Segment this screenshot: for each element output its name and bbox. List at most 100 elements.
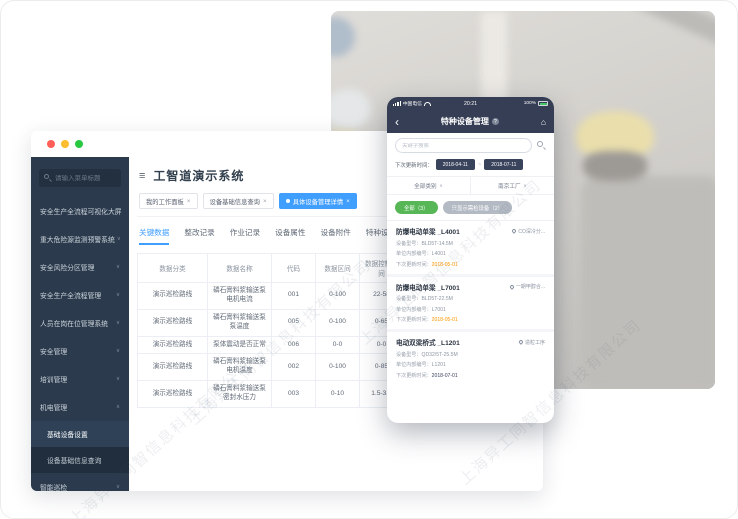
location-pin-icon	[511, 228, 518, 234]
chevron-down-icon: ∨	[115, 348, 120, 354]
sidebar: 安全生产全流程可视化大屏 重大危险源监测预警系统∨ 安全风险分区管理∨ 安全生产…	[31, 157, 129, 491]
key-data-table: 数据分类 数据名称 代码 数据区间 数据控制区间 演示巡检路线 磷石膏料浆输送泵电…	[137, 253, 404, 409]
app-title: 工智道演示系统	[153, 169, 245, 183]
sidebar-item-risk-zone[interactable]: 安全风险分区管理 ∨	[40, 264, 120, 272]
table-header-row: 数据分类 数据名称 代码 数据区间 数据控制区间	[137, 253, 404, 283]
tab-device-attributes[interactable]: 设备属性	[275, 228, 306, 237]
equipment-list-item[interactable]: 防爆电动单梁 _L4001 CO深冷分... 设备型号：BLD5T-14.5M …	[387, 220, 554, 274]
phone-search-field[interactable]	[395, 138, 532, 153]
search-icon[interactable]	[537, 141, 546, 150]
chevron-down-icon: ∨	[116, 236, 121, 242]
next-update-date: 2018-05-01	[431, 261, 458, 268]
table-row[interactable]: 演示巡检路线 磷石膏料浆输送泵电机温度 002 0-100 0-85	[137, 353, 404, 382]
home-icon[interactable]: ⌂	[540, 116, 546, 127]
mobile-app-screenshot: 中国电信 20:21 100% ‹ 特种设备管理 ? ⌂ 下次更新时间：	[387, 97, 554, 423]
tab-work-records[interactable]: 作业记录	[229, 228, 261, 237]
wifi-icon	[423, 101, 431, 106]
chevron-down-icon: ∨	[439, 182, 443, 188]
open-tabs-row: 我的工作面板 × 设备基础信息查询 × 具体设备管理详情 ×	[137, 190, 533, 217]
tab-key-data[interactable]: 关键数据	[139, 227, 170, 245]
sidebar-item-safety-mgmt[interactable]: 安全管理 ∨	[40, 348, 120, 356]
date-from-button[interactable]: 2018-04-11	[435, 159, 475, 170]
clock-label: 20:21	[464, 100, 477, 107]
equipment-title: 电动双梁桥式 _L1201	[396, 340, 460, 347]
chevron-up-icon: ∧	[115, 404, 120, 410]
factory-select[interactable]: 南京工厂 ∨	[470, 177, 554, 194]
equipment-title: 防爆电动单梁 _L7001	[396, 284, 460, 292]
tab-device-detail-active[interactable]: 具体设备管理详情 ×	[278, 193, 357, 209]
back-icon[interactable]: ‹	[395, 114, 399, 129]
chip-needs-inspection[interactable]: 只显示需检设备（2）	[442, 201, 513, 214]
sidebar-item-safety-process[interactable]: 安全生产全流程管理 ∨	[40, 292, 120, 300]
table-row[interactable]: 演示巡检路线 磷石膏料浆输送泵泵温度 005 0-100 0-65	[137, 308, 404, 337]
sidebar-item-smart-inspection[interactable]: 智能巡检 ∨	[40, 484, 120, 491]
table-row[interactable]: 演示巡检路线 磷石膏料浆输送泵密封水压力 003 0-10 1.5-3.5	[137, 380, 404, 409]
equipment-list-item[interactable]: 防爆电动单梁 _L7001 一期甲醇合... 设备型号：BLD5T-22.5M …	[387, 273, 554, 330]
photo-worker-body	[581, 176, 715, 389]
battery-percent-label: 100%	[523, 101, 537, 106]
search-icon	[44, 174, 52, 182]
equipment-location: 一期甲醇合...	[508, 283, 545, 290]
phone-date-filter: 下次更新时间： 2018-04-11 ~ 2018-07-11	[387, 156, 554, 177]
chevron-down-icon: ∨	[115, 320, 120, 326]
table-row[interactable]: 演示巡检路线 磷石膏料浆输送泵电机电流 001 0-100 22-58	[137, 282, 404, 310]
app-header: ≡ 工智道演示系统	[137, 165, 533, 190]
active-dot-icon	[285, 199, 290, 203]
sidebar-subitem-basic-device-setup[interactable]: 基础设备设置	[31, 421, 129, 447]
equipment-list-item[interactable]: 电动双梁桥式 _L1201 造粒工序 设备型号：QD32/5T-25.5M 单位…	[387, 329, 554, 385]
phone-filter-chips: 全部（3） 只显示需检设备（2）	[387, 195, 554, 220]
chip-all[interactable]: 全部（3）	[395, 201, 438, 214]
close-icon[interactable]: ×	[262, 197, 267, 205]
sidebar-search-input[interactable]	[55, 174, 116, 182]
sidebar-item-personnel[interactable]: 人员在岗在位管理系统 ∨	[40, 320, 120, 328]
tab-device-info-query[interactable]: 设备基础信息查询 ×	[202, 193, 274, 209]
table-row[interactable]: 演示巡检路线 泵体震动是否正常 006 0-0 0-0	[137, 335, 404, 355]
tab-rectification-records[interactable]: 整改记录	[184, 228, 215, 237]
next-update-date: 2018-07-01	[431, 372, 458, 379]
location-pin-icon	[518, 339, 524, 345]
sidebar-item-mech-electric[interactable]: 机电管理 ∧	[40, 404, 120, 412]
phone-status-bar: 中国电信 20:21 100%	[387, 97, 554, 110]
photo-gauge	[331, 89, 371, 129]
location-pin-icon	[508, 283, 515, 290]
close-icon[interactable]: ×	[346, 197, 350, 205]
help-badge-icon[interactable]: ?	[491, 118, 499, 125]
chevron-down-icon: ∨	[115, 484, 120, 490]
tab-my-work-panel[interactable]: 我的工作面板 ×	[139, 193, 198, 209]
phone-search-input[interactable]	[402, 142, 525, 149]
tab-device-attachments[interactable]: 设备附件	[320, 228, 351, 237]
category-select[interactable]: 全部类别 ∨	[414, 182, 443, 190]
sidebar-item-training[interactable]: 培训管理 ∨	[40, 376, 120, 384]
phone-filter-selects: 全部类别 ∨ 南京工厂 ∨	[387, 177, 554, 195]
col-data-name: 数据名称	[207, 253, 272, 283]
sidebar-item-visual-screen[interactable]: 安全生产全流程可视化大屏	[40, 209, 122, 216]
close-icon[interactable]: ×	[186, 197, 191, 205]
equipment-title: 防爆电动单梁 _L4001	[396, 229, 460, 236]
chevron-down-icon: ∨	[523, 182, 527, 188]
equipment-location: 造粒工序	[518, 339, 545, 346]
date-filter-label: 下次更新时间：	[395, 162, 433, 169]
phone-search-row	[387, 133, 554, 156]
carrier-label: 中国电信	[402, 102, 422, 107]
sidebar-subitem-device-info-query[interactable]: 设备基础信息查询	[47, 458, 102, 465]
equipment-location: CO深冷分...	[511, 228, 545, 235]
sidebar-search[interactable]	[39, 169, 121, 187]
chevron-down-icon: ∨	[115, 376, 120, 382]
window-close-button[interactable]	[47, 140, 55, 148]
window-minimize-button[interactable]	[61, 140, 69, 148]
col-data-category: 数据分类	[137, 253, 208, 283]
hamburger-icon[interactable]: ≡	[139, 169, 146, 182]
photo-visor	[583, 151, 647, 181]
window-zoom-button[interactable]	[75, 140, 83, 148]
col-code: 代码	[271, 253, 316, 283]
phone-page-title: 特种设备管理	[440, 117, 489, 126]
date-to-button[interactable]: 2018-07-11	[484, 159, 524, 170]
next-update-date: 2018-05-01	[431, 317, 458, 323]
chevron-down-icon: ∨	[115, 264, 120, 270]
sidebar-item-hazard-warning[interactable]: 重大危险源监测预警系统 ∨	[40, 236, 121, 244]
phone-nav-bar: ‹ 特种设备管理 ? ⌂	[387, 110, 554, 133]
tilde-separator: ~	[477, 161, 482, 168]
col-data-range: 数据区间	[315, 253, 360, 283]
sidebar-submenu: 基础设备设置 设备基础信息查询	[31, 421, 129, 473]
